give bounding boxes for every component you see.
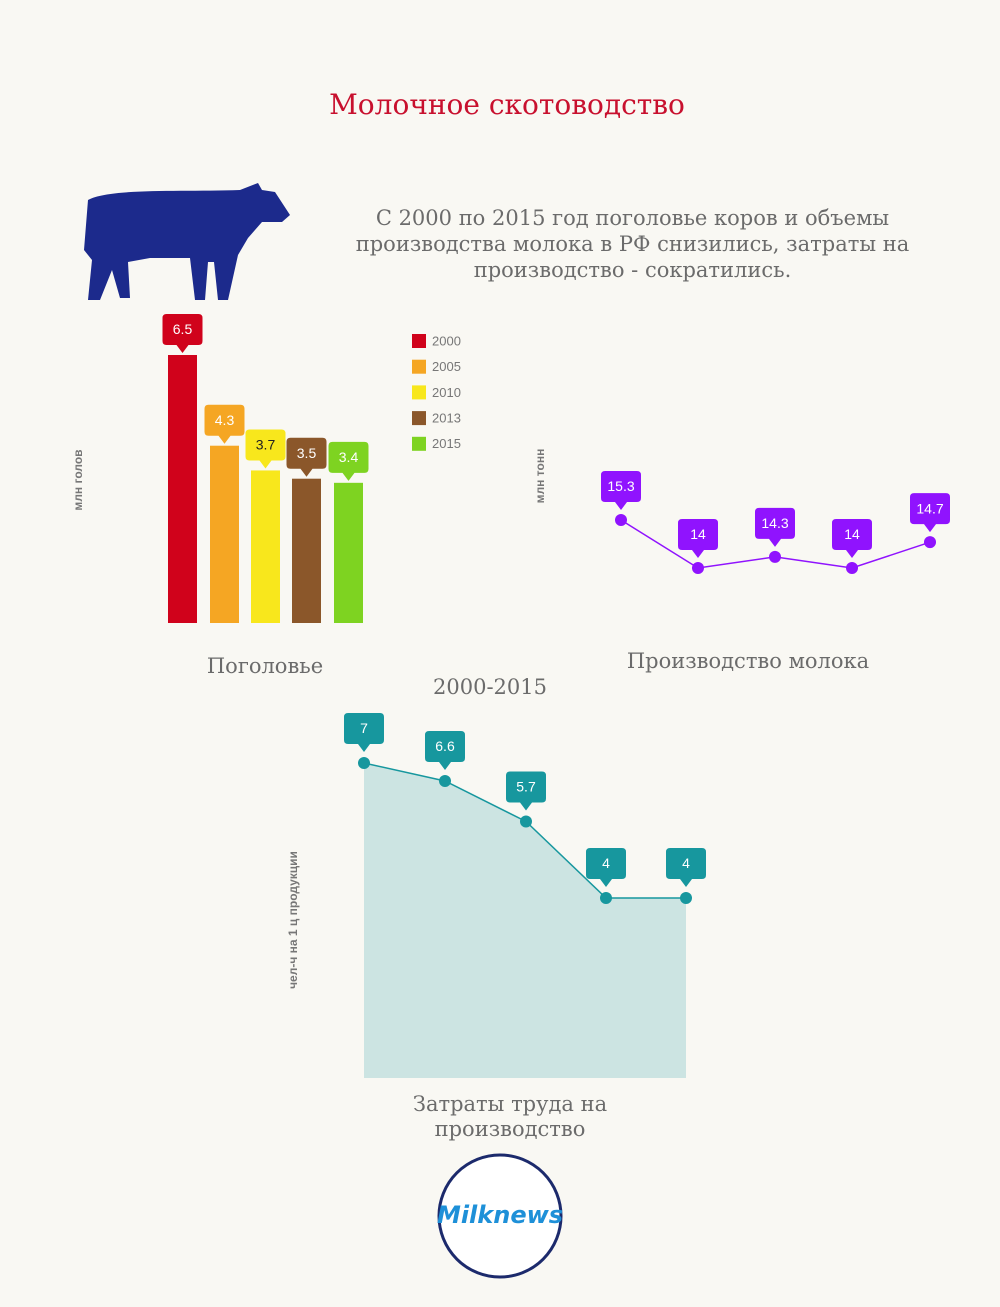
legend-label: 2005 <box>432 359 461 374</box>
value-callout <box>666 848 706 887</box>
value-callout <box>910 493 950 533</box>
value-callout <box>425 731 465 770</box>
point <box>769 550 781 563</box>
value-callout <box>832 519 872 558</box>
data-label: 14 <box>844 526 860 542</box>
legend-swatch <box>412 334 426 348</box>
bar <box>334 482 363 623</box>
point <box>924 536 936 549</box>
point <box>846 562 858 574</box>
data-label: 7 <box>360 720 368 736</box>
data-label: 4.3 <box>215 412 235 428</box>
value-callout <box>286 437 327 477</box>
point <box>600 892 612 904</box>
data-label: 14.3 <box>761 515 788 531</box>
chart-title: Затраты труда на производство <box>412 1092 608 1141</box>
value-callout <box>586 848 626 887</box>
data-label: 14 <box>690 526 706 542</box>
page-title: Молочное скотоводство <box>329 88 685 121</box>
legend-label: 2015 <box>432 436 461 451</box>
bar <box>292 478 321 623</box>
data-label: 14.7 <box>916 500 943 516</box>
point <box>358 757 370 769</box>
chart-subtitle: 2000-2015 <box>433 675 547 699</box>
data-label: 15.3 <box>607 478 634 494</box>
data-label: 3.7 <box>256 437 276 453</box>
point <box>615 514 627 526</box>
legend-swatch <box>412 436 426 451</box>
page-subtitle: С 2000 по 2015 год поголовье коров и объ… <box>355 206 910 282</box>
data-label: 6.5 <box>173 321 193 337</box>
bar <box>168 355 197 623</box>
value-callout <box>755 507 795 547</box>
value-callout <box>328 441 369 481</box>
value-callout <box>204 404 245 444</box>
legend-swatch <box>412 411 426 426</box>
legend-label: 2013 <box>432 411 461 426</box>
legend-swatch <box>412 385 426 400</box>
logo-circle <box>437 1153 563 1279</box>
value-callout <box>678 519 718 558</box>
data-label: 3.4 <box>339 449 359 465</box>
point <box>439 775 451 787</box>
area <box>364 763 686 1078</box>
data-label: 4 <box>602 855 610 871</box>
bar <box>210 445 239 623</box>
cow-icon <box>84 183 290 300</box>
point <box>520 815 532 828</box>
y-axis-label: млн тонн <box>533 449 547 504</box>
value-callout <box>601 471 641 510</box>
legend-label: 2010 <box>432 385 461 400</box>
data-label: 5.7 <box>516 779 536 795</box>
value-callout <box>344 713 384 752</box>
logo-text: Milknews <box>437 1201 563 1229</box>
legend-swatch <box>412 359 426 374</box>
point <box>692 562 704 574</box>
y-axis-label: млн голов <box>71 449 85 510</box>
y-axis-label: чел-ч на 1 ц продукции <box>286 851 300 989</box>
value-callout <box>245 429 286 469</box>
chart-title: Производство молока <box>626 649 870 673</box>
data-label: 4 <box>682 855 690 871</box>
data-label: 6.6 <box>435 738 455 754</box>
point <box>680 892 692 904</box>
data-label: 3.5 <box>297 445 317 461</box>
legend-label: 2000 <box>432 333 461 348</box>
chart-title: Поголовье <box>206 654 324 678</box>
value-callout <box>506 771 546 811</box>
bar <box>251 470 280 623</box>
value-callout <box>162 314 203 353</box>
